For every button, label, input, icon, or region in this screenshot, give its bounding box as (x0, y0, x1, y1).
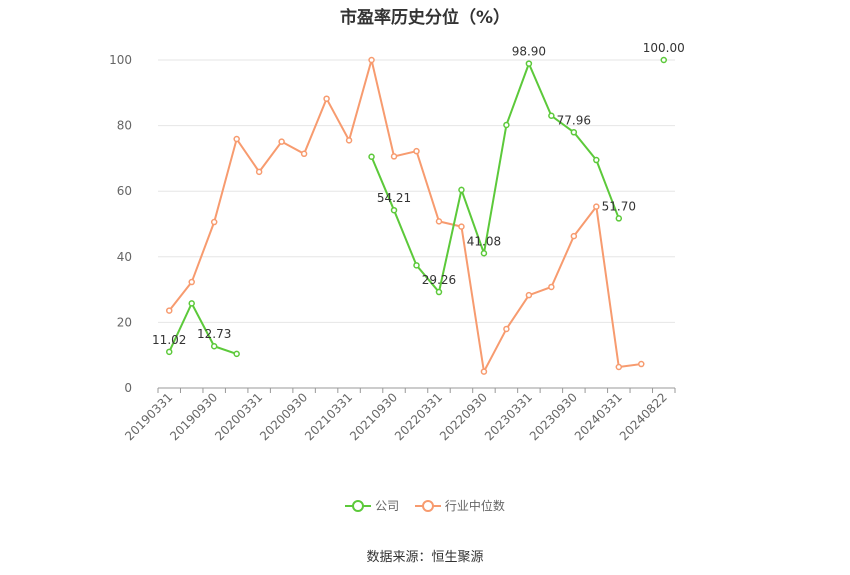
data-point (323, 95, 330, 102)
data-label: 100.00 (643, 41, 685, 55)
data-point (660, 56, 668, 64)
series-line (168, 59, 642, 375)
data-label: 11.02 (152, 333, 186, 347)
x-tick-label: 20220930 (437, 390, 490, 443)
data-point (278, 138, 285, 145)
grid-lines (158, 59, 675, 323)
data-point (390, 153, 398, 160)
data-point (503, 325, 510, 333)
legend-item-company[interactable]: 公司 (345, 497, 399, 514)
y-tick-label: 40 (117, 250, 132, 264)
data-label: 77.96 (557, 113, 591, 127)
series-line (168, 301, 237, 355)
data-point (413, 262, 420, 269)
data-point (548, 283, 555, 291)
y-tick-label: 100 (109, 53, 132, 67)
data-point (615, 363, 623, 371)
data-point (458, 223, 465, 230)
data-point (548, 112, 555, 120)
legend-company-marker (345, 499, 372, 512)
data-label: 51.70 (602, 199, 636, 213)
data-label: 41.08 (467, 234, 501, 248)
data-point (435, 288, 443, 296)
data-point (300, 150, 308, 158)
data-label: 12.73 (197, 327, 231, 341)
data-point (525, 60, 533, 67)
y-tick-label: 60 (117, 184, 132, 198)
axes: 0 20 40 60 80 100 2019033120190930202003312020… (109, 53, 676, 443)
data-point (390, 206, 398, 214)
legend-item-industry-median[interactable]: 行业中位数 (414, 497, 505, 514)
data-point (480, 250, 488, 257)
x-tick-label: 20200930 (257, 390, 310, 443)
data-point (615, 215, 623, 222)
data-point (188, 300, 195, 307)
data-label: 98.90 (512, 45, 546, 59)
y-tick-label: 0 (124, 381, 132, 395)
data-point (233, 350, 240, 358)
data-point (413, 147, 420, 155)
data-label: 54.21 (377, 191, 411, 205)
data-point (503, 121, 510, 129)
x-tick-label: 20240822 (617, 390, 670, 443)
data-point (165, 307, 173, 314)
data-point (233, 135, 240, 143)
data-point (368, 153, 375, 161)
data-point (593, 203, 600, 210)
x-tick-label: 20190331 (122, 390, 175, 443)
data-point (255, 168, 263, 176)
x-tick-label: 20190930 (167, 390, 220, 443)
data-point (345, 137, 353, 144)
data-point (435, 218, 443, 225)
data-point (570, 232, 578, 240)
data-point (480, 368, 488, 375)
data-point (593, 156, 600, 164)
legend-industry-label: 行业中位数 (444, 499, 505, 513)
x-tick-label: 20200331 (212, 390, 265, 443)
y-tick-label: 80 (117, 119, 132, 133)
legend-industry-marker (414, 499, 441, 512)
data-point (210, 218, 218, 226)
x-tick-label: 20210930 (347, 390, 400, 443)
x-tick-label: 20220331 (392, 390, 445, 443)
data-source: 数据来源：恒生聚源 (366, 550, 484, 565)
data-point (570, 129, 578, 136)
data-point (638, 360, 645, 368)
chart-title: 市盈率历史分位（%） (339, 8, 511, 28)
legend: 公司 行业中位数 (0, 497, 850, 516)
data-point (368, 56, 375, 64)
data-point (458, 186, 465, 194)
data-label: 29.26 (422, 273, 456, 287)
data-labels: 11.02 12.73 54.21 29.26 41.08 98.90 77.96 51.70… (152, 41, 685, 347)
data-point (188, 278, 195, 286)
x-tick-label: 20230930 (527, 390, 580, 443)
y-tick-label: 20 (117, 315, 132, 329)
legend-company-label: 公司 (375, 499, 400, 513)
series-lines (165, 56, 668, 375)
x-tick-label: 20210331 (302, 390, 355, 443)
series-line (370, 60, 620, 295)
data-point (165, 348, 173, 356)
data-point (210, 342, 218, 350)
data-point (525, 291, 533, 299)
x-tick-label: 20240331 (572, 390, 625, 443)
x-tick-label: 20230331 (482, 390, 535, 443)
